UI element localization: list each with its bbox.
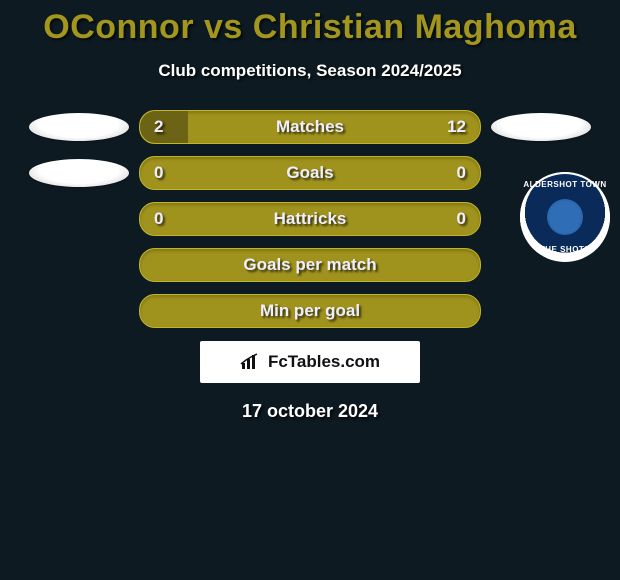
crest-top-text: ALDERSHOT TOWN (520, 180, 610, 189)
stat-right-value: 0 (457, 209, 466, 229)
left-badge-slot-1 (19, 113, 139, 141)
crest-bottom-text: THE SHOTS (520, 245, 610, 254)
bar-chart-icon (240, 353, 262, 371)
right-club-oval-1 (491, 113, 591, 141)
stat-label: Goals (140, 163, 480, 183)
stat-bar: Goals per match (139, 248, 481, 282)
page-subtitle: Club competitions, Season 2024/2025 (0, 61, 620, 81)
date-text: 17 october 2024 (0, 401, 620, 422)
stat-bar: 2 Matches 12 (139, 110, 481, 144)
stat-bar: 0 Hattricks 0 (139, 202, 481, 236)
left-badge-slot-2 (19, 159, 139, 187)
stat-label: Matches (140, 117, 480, 137)
stat-row-mpg: Min per goal (0, 295, 620, 327)
stat-bar: 0 Goals 0 (139, 156, 481, 190)
stat-bar: Min per goal (139, 294, 481, 328)
left-club-oval-1 (29, 113, 129, 141)
page-title: OConnor vs Christian Maghoma (0, 0, 620, 47)
stat-label: Goals per match (140, 255, 480, 275)
stat-right-value: 0 (457, 163, 466, 183)
stat-right-value: 12 (447, 117, 466, 137)
stat-label: Hattricks (140, 209, 480, 229)
stat-row-matches: 2 Matches 12 (0, 111, 620, 143)
right-club-crest: ALDERSHOT TOWN THE SHOTS (520, 172, 610, 262)
watermark-text: FcTables.com (268, 352, 380, 372)
watermark: FcTables.com (200, 341, 420, 383)
left-club-oval-2 (29, 159, 129, 187)
stat-label: Min per goal (140, 301, 480, 321)
comparison-infographic: OConnor vs Christian Maghoma Club compet… (0, 0, 620, 580)
right-badge-slot-1 (481, 113, 601, 141)
